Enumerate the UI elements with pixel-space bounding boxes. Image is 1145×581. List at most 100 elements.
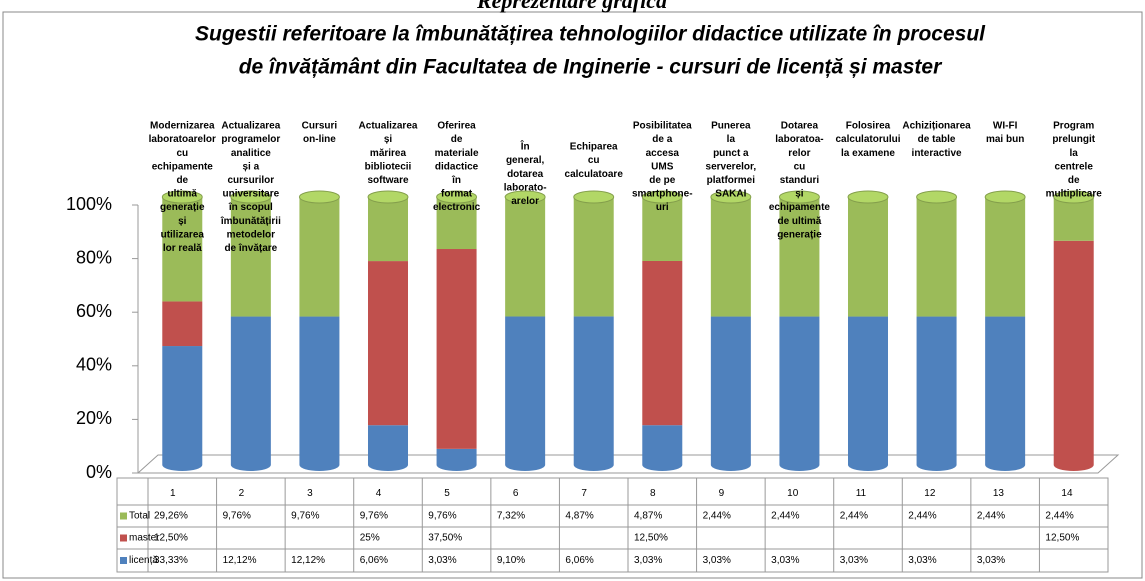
column-label: de xyxy=(451,134,463,145)
x-tick-label: 1 xyxy=(170,488,176,499)
column-label: Cursuri xyxy=(302,121,338,132)
x-tick-label: 5 xyxy=(444,488,450,499)
table-value: 2,44% xyxy=(1045,511,1073,522)
bar-segment xyxy=(1053,240,1094,465)
table-value: 12,12% xyxy=(291,555,325,566)
bar-segment xyxy=(573,316,614,465)
x-tick-label: 4 xyxy=(376,488,382,499)
cylinder-top xyxy=(298,190,340,204)
column-label: calculatorului xyxy=(835,134,900,145)
cylinder-top xyxy=(367,190,409,204)
column-label: cursurilor xyxy=(228,175,275,186)
column-label: on-line xyxy=(303,134,336,145)
legend-label: master xyxy=(129,533,160,544)
column-label: la xyxy=(727,134,736,145)
x-tick-label: 8 xyxy=(650,488,656,499)
floor xyxy=(136,454,1120,474)
column-label: software xyxy=(367,175,409,186)
column-label: punct a xyxy=(713,148,749,159)
column-label: analitice xyxy=(231,148,271,159)
column-label: și a xyxy=(243,161,260,172)
x-tick-label: 10 xyxy=(787,488,799,499)
column-label: Dotarea xyxy=(781,121,819,132)
table-value: 2,44% xyxy=(703,511,731,522)
column-label: în scopul xyxy=(228,202,273,213)
table-value: 3,03% xyxy=(703,555,731,566)
bar-segment xyxy=(299,197,340,317)
table-value: 25% xyxy=(360,533,380,544)
cylinder-top xyxy=(504,190,546,204)
column-label: Folosirea xyxy=(846,121,891,132)
chart-title: de învățământ din Facultatea de Ingineri… xyxy=(239,56,943,79)
table-value: 37,50% xyxy=(428,533,462,544)
table-value: 9,76% xyxy=(223,511,251,522)
column-label: generație xyxy=(777,229,822,240)
column-label: de pe xyxy=(649,175,676,186)
table-value: 3,03% xyxy=(771,555,799,566)
bar-segment xyxy=(230,316,271,465)
legend-label: licență xyxy=(129,555,158,566)
chart-title: Sugestii referitoare la îmbunătățirea te… xyxy=(195,23,986,46)
legend-swatch xyxy=(120,512,127,520)
bar-segment xyxy=(916,197,957,317)
table-value: 7,32% xyxy=(497,511,525,522)
cylinder-top xyxy=(710,190,752,204)
cylinder-base xyxy=(505,465,546,472)
bar-segment xyxy=(642,197,683,261)
table-value: 12,50% xyxy=(154,533,188,544)
column-label: în xyxy=(451,175,461,186)
column-label: programelor xyxy=(221,134,280,145)
x-tick-label: 6 xyxy=(513,488,519,499)
column-label: universitare xyxy=(223,189,280,200)
column-label: serverelor, xyxy=(706,161,757,172)
table-value: 12,50% xyxy=(634,533,668,544)
bar-segment xyxy=(848,316,888,465)
column-label: utilizarea xyxy=(161,229,205,240)
column-label: prelungit xyxy=(1052,134,1095,145)
bar-segment xyxy=(573,197,614,317)
cylinder-base xyxy=(710,465,751,471)
column-label: format xyxy=(441,189,473,200)
bar-segment xyxy=(368,261,408,426)
cylinder-top xyxy=(573,190,615,204)
table-value: 3,03% xyxy=(428,555,456,566)
column-label: Oferirea xyxy=(437,121,476,132)
column-label: SAKAI xyxy=(715,189,746,200)
column-label: cu xyxy=(176,148,188,159)
column-label: cu xyxy=(588,155,600,166)
bar-segment xyxy=(779,316,820,465)
table-value: 3,03% xyxy=(977,555,1005,566)
table-value: 6,06% xyxy=(360,555,388,566)
table-border xyxy=(116,477,1109,573)
cylinder-top xyxy=(984,190,1026,204)
column-label: standuri xyxy=(780,175,820,186)
y-tick-label: 40% xyxy=(76,355,112,375)
table-value: 6,06% xyxy=(565,555,593,566)
bar-segment xyxy=(916,316,957,465)
column-label: de a xyxy=(652,134,672,145)
bar-segment xyxy=(436,197,477,250)
column-label: lor reală xyxy=(163,243,202,254)
table-value: 9,10% xyxy=(497,555,525,566)
column-label: UMS xyxy=(651,161,674,172)
legend-swatch xyxy=(120,557,127,564)
table-value: 12,12% xyxy=(223,555,257,566)
cylinder-top xyxy=(641,190,683,204)
column-label: de table xyxy=(918,134,956,145)
frame xyxy=(2,11,1143,579)
column-label: arelor xyxy=(511,196,539,207)
x-tick-label: 11 xyxy=(856,488,867,499)
y-tick-label: 20% xyxy=(76,408,112,428)
cylinder-top xyxy=(778,190,820,204)
column-label: relor xyxy=(788,148,810,159)
cylinder-top xyxy=(1053,190,1095,204)
bar-segment xyxy=(642,425,683,465)
cylinder-top xyxy=(436,190,478,204)
column-label: didactice xyxy=(435,161,479,172)
column-label: Achiziționarea xyxy=(902,121,971,132)
bar-segment xyxy=(436,448,477,465)
cylinder-top xyxy=(847,190,889,204)
cylinder-top xyxy=(161,190,203,204)
column-label: mărirea xyxy=(370,148,407,159)
